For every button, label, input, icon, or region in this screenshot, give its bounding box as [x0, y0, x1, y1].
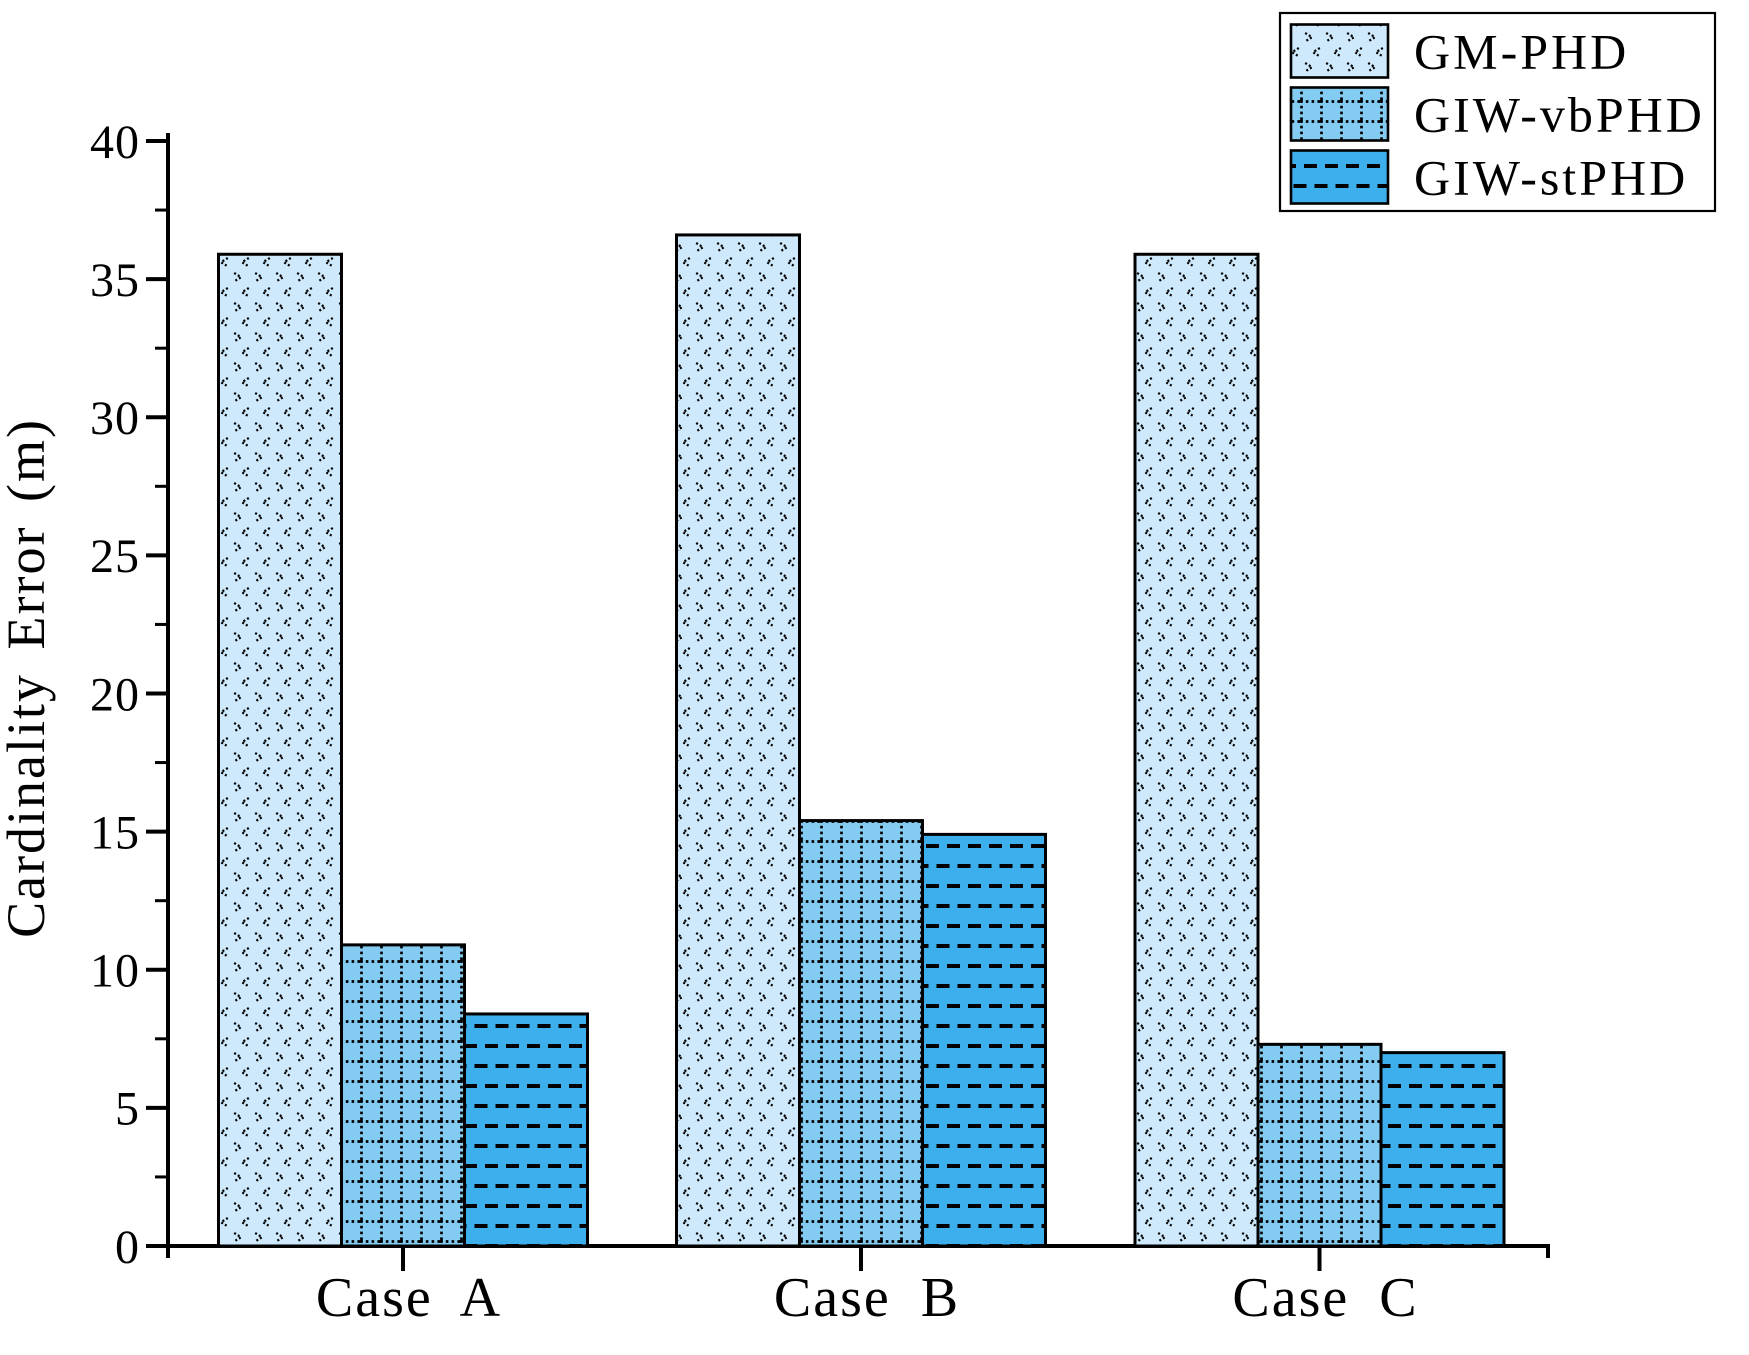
bar-giw-vbphd-case-b — [798, 819, 924, 1248]
bar-giw-stphd-case-b — [921, 832, 1047, 1248]
legend: GM-PHD GIW-vbPHD GIW-stPHD — [1278, 11, 1717, 213]
x-tick-label-case-c: Case C — [1232, 1267, 1418, 1329]
y-tick-label-25: 25 — [90, 530, 140, 583]
legend-label-gm-phd: GM-PHD — [1414, 24, 1629, 80]
y-tick-label-20: 20 — [90, 668, 140, 721]
y-axis-title: Cardinality Error (m) — [0, 418, 56, 938]
legend-swatch-giw-vbphd — [1289, 86, 1390, 142]
y-tick-label-40: 40 — [90, 116, 140, 169]
legend-swatch-gm-phd — [1289, 23, 1390, 79]
bars-group — [217, 233, 1506, 1248]
ticks-group: 0 5 10 15 20 25 30 35 40 Case A Case B Case C — [90, 116, 1418, 1329]
y-tick-label-0: 0 — [115, 1221, 140, 1274]
axis-labels: Cardinality Error (m) — [0, 418, 56, 938]
y-tick-label-15: 15 — [90, 806, 140, 859]
legend-label-giw-stphd: GIW-stPHD — [1414, 150, 1688, 206]
x-tick-label-case-a: Case A — [316, 1267, 502, 1329]
y-tick-label-5: 5 — [115, 1083, 140, 1136]
x-tick-label-case-b: Case B — [774, 1267, 960, 1329]
bar-giw-vbphd-case-c — [1256, 1042, 1383, 1248]
bar-giw-stphd-case-c — [1379, 1051, 1506, 1248]
bar-gm-phd-case-c — [1133, 252, 1260, 1248]
legend-label-giw-vbphd: GIW-vbPHD — [1414, 87, 1705, 143]
bar-giw-stphd-case-a — [463, 1012, 589, 1248]
bar-gm-phd-case-a — [217, 252, 343, 1248]
bar-gm-phd-case-b — [675, 233, 801, 1248]
y-tick-label-30: 30 — [90, 392, 140, 445]
y-tick-label-10: 10 — [90, 945, 140, 998]
bar-giw-vbphd-case-a — [340, 943, 466, 1248]
y-tick-label-35: 35 — [90, 254, 140, 307]
legend-swatch-giw-stphd — [1289, 149, 1390, 205]
